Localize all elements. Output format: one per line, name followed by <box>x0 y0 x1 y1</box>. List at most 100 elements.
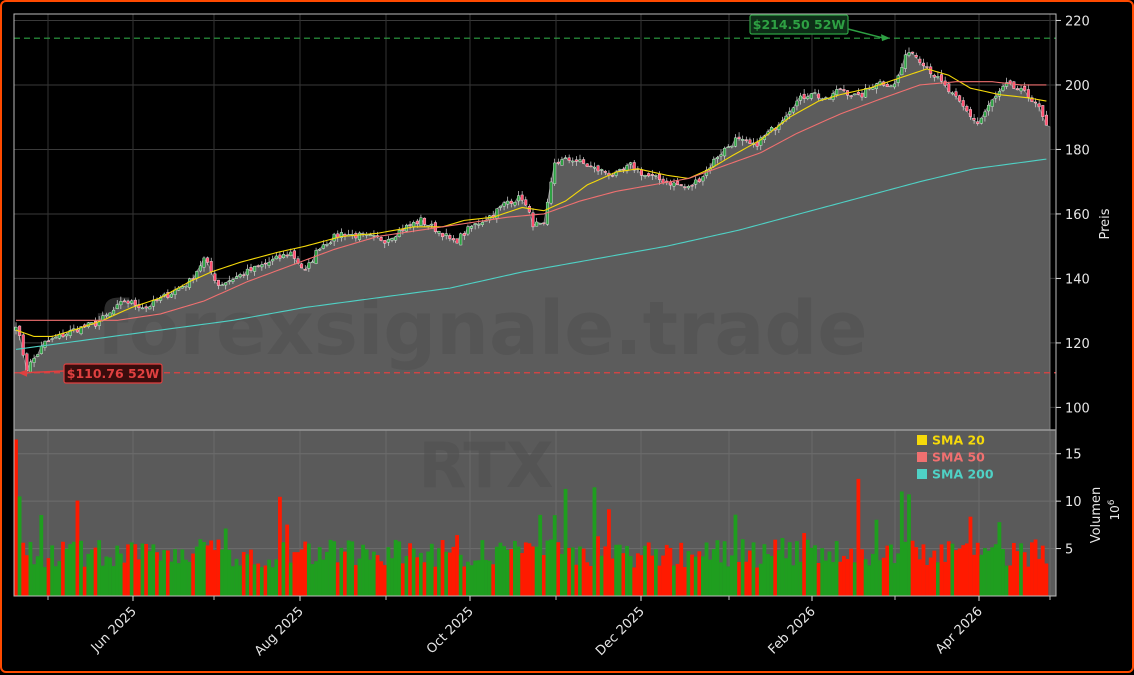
volume-bar <box>458 554 463 596</box>
volume-bar <box>946 541 951 596</box>
candle <box>357 231 361 242</box>
volume-bar <box>249 549 253 596</box>
volume-bar <box>97 540 102 596</box>
volume-bar <box>162 550 167 596</box>
candle <box>744 136 748 143</box>
volume-bar <box>513 540 517 596</box>
volume-bar <box>520 553 525 596</box>
candle <box>1023 82 1027 92</box>
candle <box>104 312 108 318</box>
volume-bar <box>466 561 470 596</box>
volume-bar <box>646 542 651 596</box>
candle <box>925 62 929 70</box>
volume-bar <box>155 552 159 596</box>
volume-bar <box>758 563 763 596</box>
candle <box>697 176 701 183</box>
volume-bar <box>766 554 770 596</box>
candle <box>654 174 658 180</box>
candle <box>1044 110 1048 126</box>
candle <box>1008 79 1012 86</box>
volume-bar <box>50 545 55 596</box>
candle <box>589 161 593 168</box>
volume-bar <box>711 549 716 596</box>
candle <box>130 299 134 305</box>
volume-bar <box>541 554 546 596</box>
candle <box>940 69 944 84</box>
volume-bar <box>917 559 922 596</box>
volume-bar <box>408 543 412 596</box>
volume-bar <box>505 549 510 596</box>
candle <box>524 196 528 206</box>
volume-bar <box>451 546 456 596</box>
volume-bar <box>216 539 221 596</box>
volume-bar <box>122 562 127 596</box>
volume-bar <box>997 522 1002 596</box>
candle <box>242 271 246 279</box>
volume-bar <box>954 550 958 596</box>
candle <box>292 248 296 264</box>
volume-bar <box>1008 565 1013 596</box>
volume-bar <box>549 539 553 596</box>
volume-bar <box>936 562 940 596</box>
x-tick-label: Aug 2025 <box>252 604 307 659</box>
volume-tick-label: 5 <box>1065 543 1073 558</box>
volume-bar <box>292 552 297 596</box>
high-52w-arrow <box>847 28 885 39</box>
candle <box>285 251 289 259</box>
volume-bar <box>805 539 810 596</box>
candle <box>961 97 965 111</box>
volume-bar <box>32 564 36 596</box>
candle <box>806 93 810 101</box>
volume-bar <box>306 543 311 596</box>
candle <box>115 300 119 310</box>
candle <box>513 201 517 208</box>
candle <box>849 94 853 99</box>
price-tick-label: 220 <box>1065 14 1090 29</box>
volume-bar <box>607 509 611 596</box>
candle <box>864 83 868 98</box>
volume-bar <box>71 541 76 596</box>
volume-bar <box>299 549 304 596</box>
candle <box>65 332 69 341</box>
high-52w-label: $214.50 52W <box>753 17 846 32</box>
volume-bar <box>314 561 318 596</box>
volume-bar <box>860 549 864 596</box>
candle <box>629 161 633 169</box>
volume-bar <box>964 543 969 596</box>
volume-bar <box>838 561 843 596</box>
volume-bar <box>628 556 633 596</box>
volume-bar <box>238 565 243 596</box>
volume-bar <box>585 562 590 596</box>
candle <box>408 221 412 230</box>
volume-bar <box>675 563 680 596</box>
volume-bar <box>281 542 286 596</box>
candle <box>676 177 680 185</box>
candle <box>108 312 112 317</box>
volume-bar <box>444 551 449 596</box>
volume-bar <box>939 544 944 596</box>
low-52w-arrow <box>23 370 65 374</box>
candle <box>21 332 25 358</box>
candle <box>1037 100 1041 112</box>
candle <box>574 156 578 166</box>
volume-bar <box>975 542 980 596</box>
volume-bar <box>686 551 691 596</box>
volume-bar <box>567 548 572 596</box>
volume-bar <box>375 555 380 596</box>
candle <box>737 132 741 141</box>
volume-bar <box>487 560 492 596</box>
volume-bar <box>447 552 452 596</box>
candle <box>498 205 502 211</box>
volume-bar <box>885 545 890 596</box>
volume-bar <box>762 544 767 596</box>
candle <box>126 299 130 308</box>
volume-bar <box>834 541 839 596</box>
candle <box>694 176 698 189</box>
legend-swatch <box>917 435 927 445</box>
candle <box>379 236 383 241</box>
volume-bar <box>755 567 760 596</box>
volume-bar <box>639 555 644 596</box>
volume-bar <box>693 556 698 596</box>
volume-bar <box>968 516 973 596</box>
candle <box>903 49 907 73</box>
